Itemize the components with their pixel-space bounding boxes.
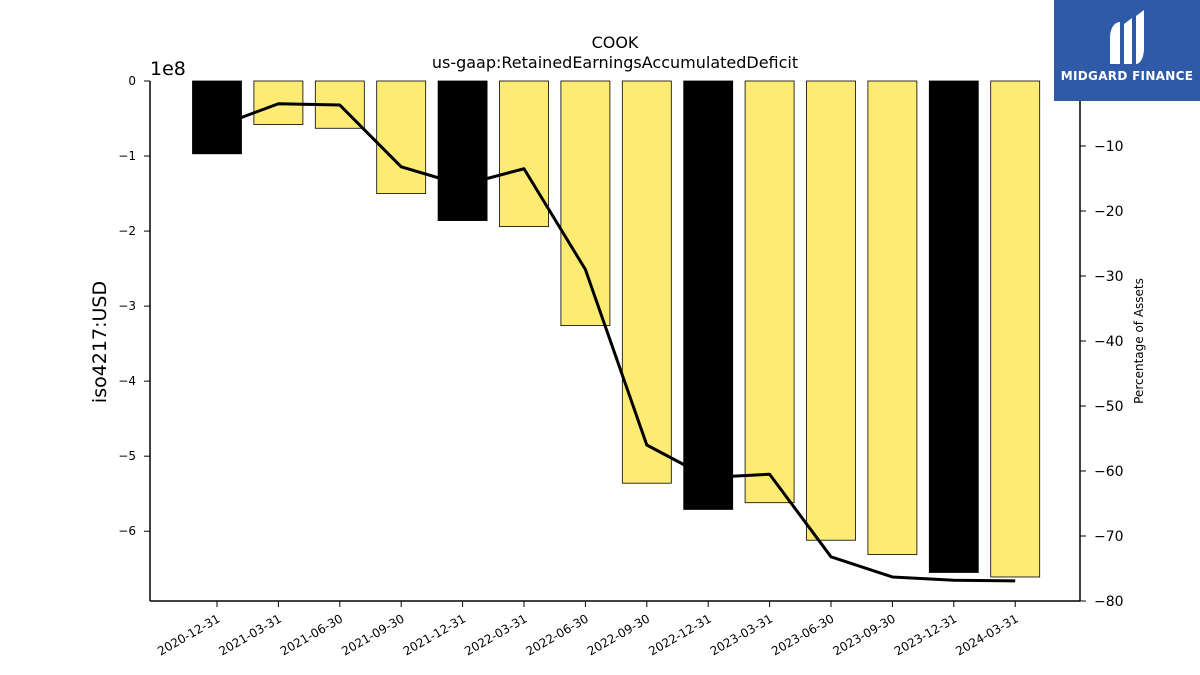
y-tick-label: 0	[128, 74, 136, 88]
y-offset-label: 1e8	[150, 58, 186, 80]
x-tick-label: 2023-09-30	[830, 611, 897, 658]
logo-text: MIDGARD FINANCE	[1060, 69, 1194, 83]
y2-tick-label: −20	[1094, 204, 1124, 220]
y2-axis-label: Percentage of Assets	[1132, 278, 1146, 404]
y-tick-label: −6	[118, 524, 136, 538]
midgard-logo-icon	[1110, 10, 1144, 64]
x-tick-label: 2021-12-31	[401, 611, 468, 658]
x-tick-label: 2021-03-31	[216, 611, 283, 658]
y2-tick-label: −60	[1094, 464, 1124, 480]
x-tick-label: 2022-06-30	[523, 611, 590, 658]
y-tick-label: −4	[118, 374, 136, 388]
bar-2022-06-30	[560, 80, 611, 327]
bar-2023-09-30	[867, 80, 918, 555]
x-tick-label: 2023-06-30	[769, 611, 836, 658]
bar-2022-09-30	[621, 80, 672, 484]
x-tick-label: 2022-09-30	[585, 611, 652, 658]
bar-2021-09-30	[376, 80, 427, 194]
chart-subtitle: us-gaap:RetainedEarningsAccumulatedDefic…	[432, 53, 798, 72]
bars-layer	[192, 80, 1041, 578]
percentage-of-assets-line	[216, 102, 1016, 583]
y2-tick-label: −10	[1094, 139, 1124, 155]
bar-2020-12-31	[192, 80, 242, 155]
x-tick-label: 2022-12-31	[646, 611, 713, 658]
y-tick-label: −1	[118, 149, 136, 163]
x-tick-label: 2021-09-30	[339, 611, 406, 658]
x-tick-label: 2020-12-31	[155, 611, 222, 658]
bar-2021-12-31	[437, 80, 488, 221]
y2-tick-label: −80	[1094, 594, 1124, 610]
bar-2024-03-31	[990, 80, 1041, 578]
y-tick-label: −2	[118, 224, 136, 238]
y-tick-label: −3	[118, 299, 136, 313]
x-tick-label: 2022-03-31	[462, 611, 529, 658]
midgard-finance-logo: MIDGARD FINANCE	[1054, 0, 1200, 101]
chart-title: COOK	[592, 33, 639, 52]
y2-tick-label: −40	[1094, 334, 1124, 350]
line-layer	[216, 102, 1016, 583]
y2-tick-label: −30	[1094, 269, 1124, 285]
y-axis-label: iso4217:USD	[89, 281, 111, 403]
bar-2023-06-30	[806, 80, 856, 541]
x-tick-label: 2024-03-31	[953, 611, 1020, 658]
bar-2022-12-31	[683, 80, 734, 510]
y2-tick-label: −50	[1094, 399, 1124, 415]
x-tick-label: 2023-03-31	[708, 611, 775, 658]
y2-tick-label: −70	[1094, 529, 1124, 545]
x-tick-label: 2021-06-30	[278, 611, 345, 658]
x-tick-label: 2023-12-31	[892, 611, 959, 658]
bar-2023-12-31	[928, 80, 979, 573]
bar-2023-03-31	[744, 80, 795, 504]
bar-2022-03-31	[499, 80, 549, 227]
y-tick-label: −5	[118, 449, 136, 463]
